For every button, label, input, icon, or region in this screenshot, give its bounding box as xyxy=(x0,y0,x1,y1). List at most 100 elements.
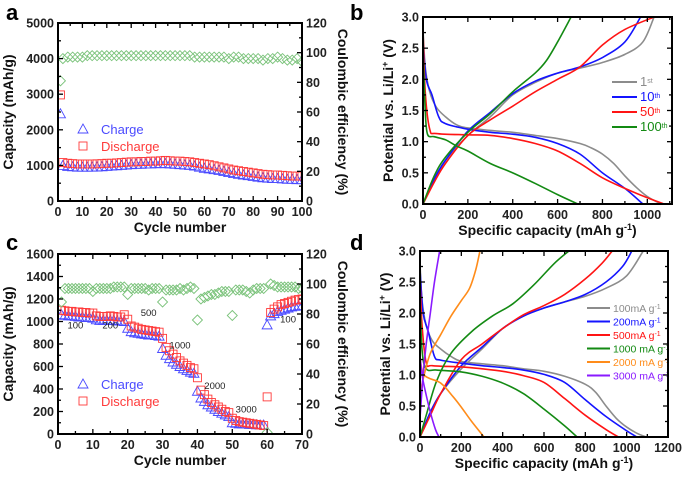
x-axis-label: Cycle number xyxy=(134,219,227,235)
data-point xyxy=(257,54,269,66)
data-point xyxy=(286,173,299,184)
data-point xyxy=(136,157,146,166)
x-axis-label-tail: ) xyxy=(629,455,634,471)
x-axis-label: Specific capacity (mAh g-1) xyxy=(458,222,636,238)
data-point xyxy=(289,300,301,311)
data-point xyxy=(240,285,252,298)
data-point xyxy=(296,173,302,185)
data-point xyxy=(273,170,283,180)
y-tick-label: 800 xyxy=(33,338,54,352)
plot-area xyxy=(420,251,647,437)
data-point xyxy=(107,158,117,168)
data-point xyxy=(223,410,235,422)
data-point xyxy=(193,51,206,63)
x-tick-label: 0 xyxy=(420,208,427,222)
data-point xyxy=(210,400,220,410)
data-point xyxy=(278,170,287,180)
data-point xyxy=(169,49,181,62)
data-point xyxy=(74,307,84,317)
x-tick-label: 200 xyxy=(451,441,472,455)
x-tick-label: 800 xyxy=(592,208,613,222)
data-point xyxy=(282,281,294,293)
rate-annotation: 500 xyxy=(141,308,157,319)
x-tick-label: 50 xyxy=(225,438,239,452)
plot-frame xyxy=(422,16,673,205)
legend-label: 100mA g-1 xyxy=(613,303,661,315)
curve-3 xyxy=(423,17,579,204)
data-point xyxy=(58,107,67,119)
data-point xyxy=(167,284,179,296)
data-point xyxy=(58,90,65,100)
data-point xyxy=(163,284,176,296)
legend-label: 100th xyxy=(640,119,668,134)
data-point xyxy=(147,326,157,336)
x-tick-label: 70 xyxy=(295,438,309,452)
data-point xyxy=(231,416,241,425)
rate-annotation: 100 xyxy=(67,320,83,331)
data-point xyxy=(226,309,238,322)
data-point xyxy=(297,171,302,181)
y-tick-label: 1.5 xyxy=(399,338,416,352)
data-point xyxy=(149,157,162,169)
y-axis-label-sup: + xyxy=(377,295,387,300)
data-point xyxy=(247,284,259,296)
y-tick-label: 3.0 xyxy=(402,11,419,25)
data-point xyxy=(278,281,291,293)
data-point xyxy=(82,159,92,169)
data-point xyxy=(58,52,69,65)
data-point xyxy=(180,157,190,166)
data-point xyxy=(87,159,97,169)
data-point xyxy=(149,49,162,62)
y-tick-label: 4000 xyxy=(26,52,54,66)
legend-label-charge: Charge xyxy=(101,122,144,137)
data-point xyxy=(129,282,141,295)
legend-label-text: 200mA g xyxy=(613,317,655,329)
y2-tick-label: 40 xyxy=(306,368,320,382)
data-point xyxy=(112,158,122,168)
x-tick-label: 80 xyxy=(246,205,260,219)
legend-label-sup: -1 xyxy=(654,304,660,311)
data-point xyxy=(116,158,126,168)
data-point xyxy=(196,385,206,395)
x-tick-label: 50 xyxy=(173,205,187,219)
charge-curve xyxy=(423,17,655,204)
legend-label-discharge: Discharge xyxy=(101,394,160,409)
data-point xyxy=(242,52,254,65)
y-tick-label: 1.0 xyxy=(402,135,419,149)
plot-area xyxy=(423,17,665,204)
data-point xyxy=(233,284,245,296)
data-point xyxy=(156,342,169,353)
x-axis-label-sup: -1 xyxy=(621,455,629,465)
data-point xyxy=(154,157,167,169)
y-tick-label: 2.0 xyxy=(399,307,416,321)
series-coulombic-efficiency xyxy=(58,278,302,434)
discharge-curve xyxy=(420,356,440,437)
y-axis-label-text: Potential vs. Li/Li xyxy=(377,300,393,415)
legend-label-text: 50 xyxy=(640,104,654,119)
y-tick-label: 600 xyxy=(33,360,54,374)
data-point xyxy=(245,418,255,428)
curve-5 xyxy=(420,251,441,437)
data-point xyxy=(247,52,259,65)
data-point xyxy=(198,395,211,406)
data-point xyxy=(258,282,270,295)
data-point xyxy=(145,49,157,62)
data-point xyxy=(276,52,289,65)
legend-label-text: 500mA g xyxy=(613,330,655,342)
y2-tick-label: 20 xyxy=(306,398,320,412)
data-point xyxy=(126,157,136,167)
discharge-curve xyxy=(423,29,663,204)
data-point xyxy=(91,311,101,321)
data-point xyxy=(287,171,297,181)
panel-c: c0 10 20 30 40 50 60 70020040060080010001200140… xyxy=(0,230,351,468)
data-point xyxy=(224,164,234,174)
y-tick-label: 0.5 xyxy=(399,400,416,414)
data-point xyxy=(105,311,115,321)
y-tick-label: 0.5 xyxy=(402,166,419,180)
data-point xyxy=(130,49,142,62)
data-point xyxy=(101,49,113,62)
y-tick-label: 1000 xyxy=(26,159,54,173)
axis-ticks xyxy=(422,16,672,205)
data-point xyxy=(151,156,161,166)
data-point xyxy=(73,282,85,295)
